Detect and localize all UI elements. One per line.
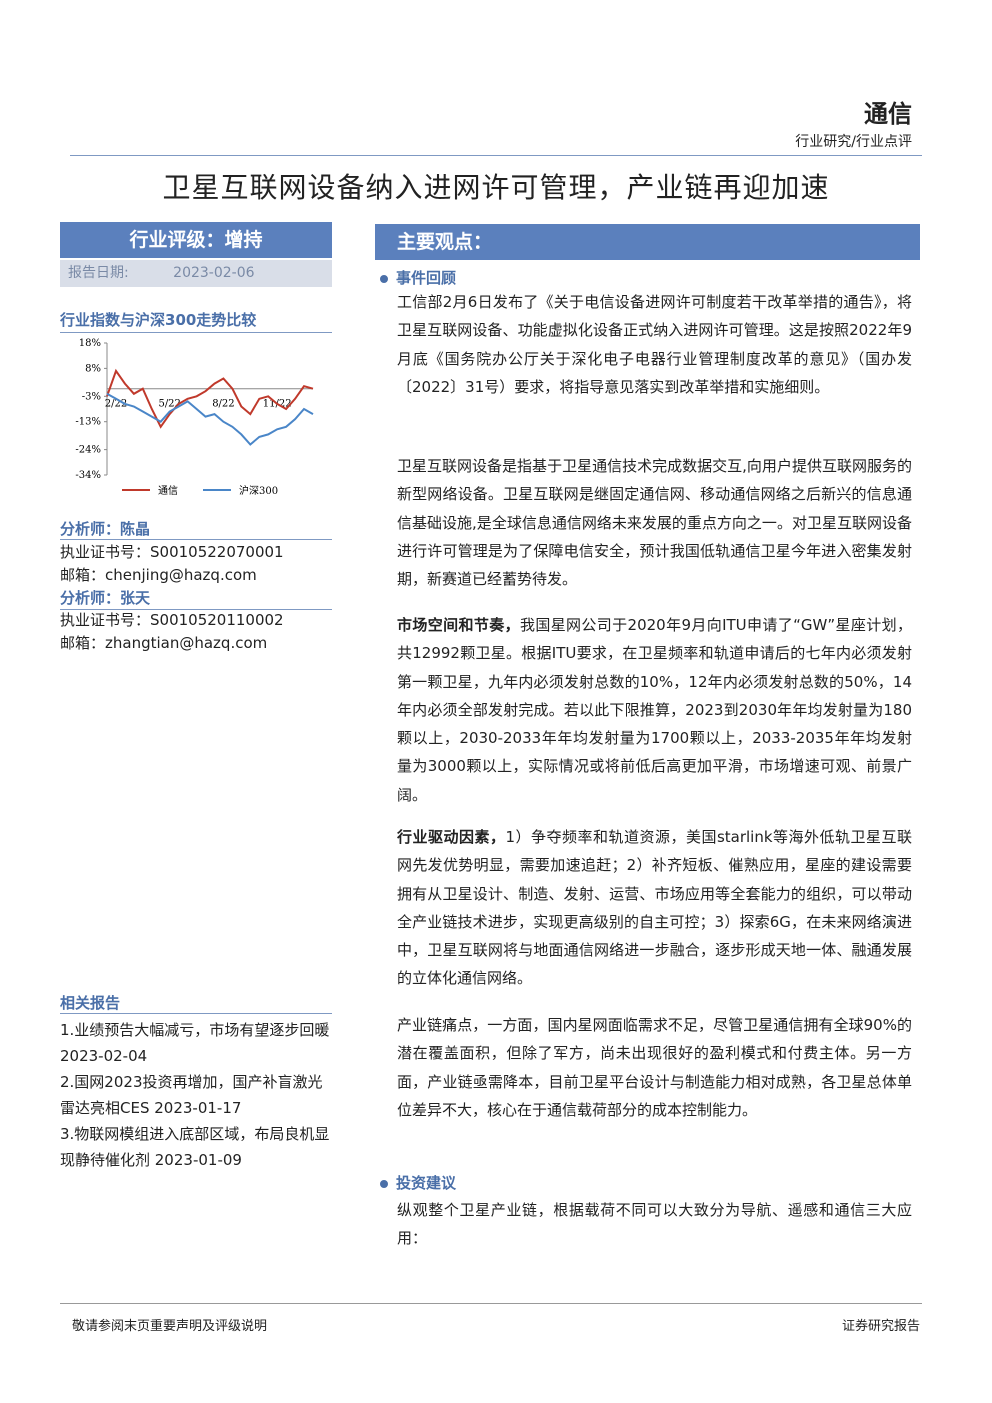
rule xyxy=(60,332,332,333)
sector: 通信 xyxy=(864,100,912,128)
paragraph: 卫星互联网设备是指基于卫星通信技术完成数据交互,向用户提供互联网服务的新型网络设… xyxy=(397,457,912,589)
paragraph: 纵观整个卫星产业链，根据载荷不同可以大致分为导航、遥感和通信三大应用： xyxy=(397,1201,912,1248)
legend-label: 通信 xyxy=(158,485,178,497)
analyst-email: 邮箱：chenjing@hazq.com xyxy=(60,566,257,584)
related-item: 3.物联网模组进入底部区域，布局良机显现静待催化剂 2023-01-09 xyxy=(60,1125,330,1169)
paragraph-text: 我国星网公司于2020年9月向ITU申请了“GW”星座计划，共12992颗卫星。… xyxy=(397,616,912,804)
related-item: 1.业绩预告大幅减亏，市场有望逐步回暖 2023-02-04 xyxy=(60,1021,330,1065)
rule xyxy=(60,609,332,610)
y-tick-label: -3% xyxy=(82,391,101,402)
category: 行业研究/行业点评 xyxy=(795,134,912,150)
series-line xyxy=(106,392,314,446)
footer-right: 证券研究报告 xyxy=(841,1319,920,1334)
section-heading: 事件回顾 xyxy=(380,267,456,288)
analyst-name: 分析师：陈晶 xyxy=(60,520,151,538)
related-heading: 相关报告 xyxy=(60,994,121,1012)
rule xyxy=(60,1013,332,1014)
analyst-name: 分析师：张天 xyxy=(60,589,151,607)
section-title: 投资建议 xyxy=(396,1174,457,1192)
chart-title: 行业指数与沪深300走势比较 xyxy=(60,311,257,329)
section-title: 事件回顾 xyxy=(396,269,457,287)
x-tick-label: 5/22 xyxy=(158,399,180,410)
date-label: 报告日期: xyxy=(68,265,129,281)
rating: 行业评级：增持 xyxy=(60,222,332,258)
bullet xyxy=(380,274,388,283)
x-tick-label: 2/22 xyxy=(105,399,127,410)
date: 2023-02-06 xyxy=(173,265,255,281)
analyst-license: 执业证书号：S0010522070001 xyxy=(60,543,284,561)
paragraph: 行业驱动因素，1）争夺频率和轨道资源，美国starlink等海外低轨卫星互联网先… xyxy=(397,823,912,993)
y-tick-label: 18% xyxy=(79,338,101,349)
series-line xyxy=(106,368,314,429)
main-heading: 主要观点： xyxy=(375,224,920,260)
y-tick-label: -13% xyxy=(75,417,101,428)
related-item: 2.国网2023投资再增加，国产补盲激光雷达亮相CES 2023-01-17 xyxy=(60,1073,323,1117)
rule xyxy=(60,539,332,540)
lead: 市场空间和节奏， xyxy=(397,616,520,634)
lead: 行业驱动因素， xyxy=(397,828,506,846)
section-heading: 投资建议 xyxy=(380,1172,456,1193)
footer-left: 敬请参阅末页重要声明及评级说明 xyxy=(72,1319,268,1334)
report-title: 卫星互联网设备纳入进网许可管理，产业链再迎加速 xyxy=(162,171,830,204)
paragraph-text: 1）争夺频率和轨道资源，美国starlink等海外低轨卫星互联网先发优势明显，需… xyxy=(397,828,912,988)
analyst-license: 执业证书号：S0010520110002 xyxy=(60,611,284,629)
chart: 18%8%-3%-13%-24%-34%2/22 5/22 8/22 11/22通信沪… xyxy=(75,338,314,497)
footer-rule xyxy=(60,1303,922,1304)
legend-label: 沪深300 xyxy=(239,484,278,497)
bullet xyxy=(380,1179,388,1188)
paragraph: 产业链痛点，一方面，国内星网面临需求不足，尽管卫星通信拥有全球90%的潜在覆盖面… xyxy=(397,1016,912,1119)
y-tick-label: -34% xyxy=(75,470,101,481)
x-tick-label: 8/22 xyxy=(212,399,234,410)
analyst-email: 邮箱：zhangtian@hazq.com xyxy=(60,634,268,652)
date-row: 报告日期: 2023-02-06 xyxy=(60,260,332,287)
y-tick-label: -24% xyxy=(75,445,101,456)
y-tick-label: 8% xyxy=(85,363,101,374)
paragraph: 工信部2月6日发布了《关于电信设备进网许可制度若干改革举措的通告》，将卫星互联网… xyxy=(397,293,912,396)
paragraph: 市场空间和节奏，我国星网公司于2020年9月向ITU申请了“GW”星座计划，共1… xyxy=(397,611,912,809)
header-rule xyxy=(70,155,922,156)
